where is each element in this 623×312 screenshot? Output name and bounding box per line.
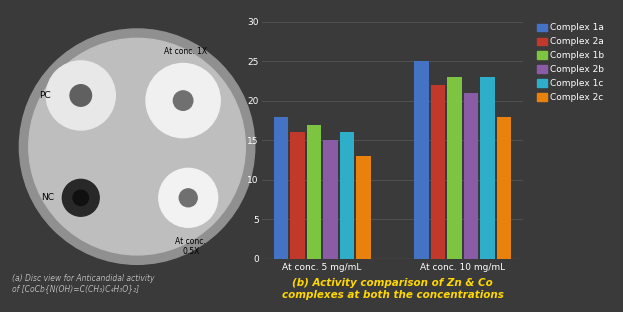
Bar bbox=[480, 77, 495, 259]
Bar bbox=[497, 117, 511, 259]
Circle shape bbox=[29, 38, 245, 255]
Circle shape bbox=[179, 189, 197, 207]
Circle shape bbox=[173, 91, 193, 110]
Bar bbox=[447, 77, 462, 259]
Bar bbox=[414, 61, 429, 259]
Bar bbox=[307, 124, 321, 259]
Circle shape bbox=[73, 190, 88, 206]
Text: At conc. 1X: At conc. 1X bbox=[164, 47, 207, 56]
Text: At conc.
0.5X: At conc. 0.5X bbox=[176, 237, 206, 256]
Circle shape bbox=[146, 64, 220, 138]
Text: NC: NC bbox=[41, 193, 54, 202]
Bar bbox=[273, 117, 288, 259]
Circle shape bbox=[159, 168, 217, 227]
Circle shape bbox=[19, 29, 255, 264]
Bar bbox=[340, 133, 354, 259]
Bar bbox=[356, 156, 371, 259]
Circle shape bbox=[46, 61, 115, 130]
Circle shape bbox=[70, 85, 92, 106]
Bar bbox=[290, 133, 305, 259]
Text: (a) Disc view for Anticandidal activity
of [CoCb{N(OH)=C(CH₃)C₄H₃O}₂]: (a) Disc view for Anticandidal activity … bbox=[12, 274, 155, 293]
Text: (b) Activity comparison of Zn & Co
complexes at both the concentrations: (b) Activity comparison of Zn & Co compl… bbox=[282, 278, 503, 300]
Bar bbox=[430, 85, 445, 259]
Circle shape bbox=[62, 179, 99, 216]
Legend: Complex 1a, Complex 2a, Complex 1b, Complex 2b, Complex 1c, Complex 2c: Complex 1a, Complex 2a, Complex 1b, Comp… bbox=[536, 22, 606, 104]
Text: PC: PC bbox=[39, 91, 50, 100]
Text: (a) Disc view for Anticandidal activity
of [CoCb{N(OH)=C(CH₃)C₄H₃O}₂]: (a) Disc view for Anticandidal activity … bbox=[12, 274, 155, 293]
Bar bbox=[464, 93, 478, 259]
Bar bbox=[323, 140, 338, 259]
